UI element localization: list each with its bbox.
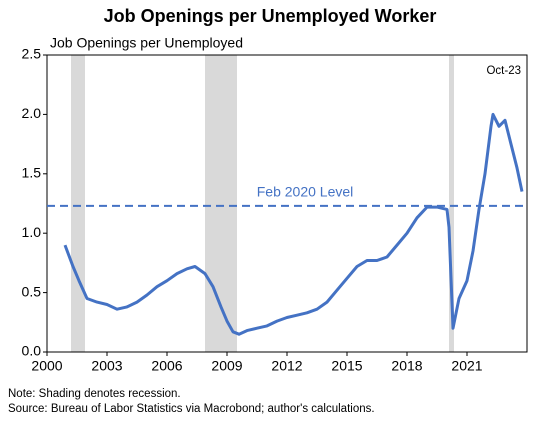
- annotation: Oct-23: [486, 65, 521, 77]
- x-tick-label: 2021: [451, 358, 482, 374]
- y-tick-label: 0.5: [22, 283, 42, 299]
- x-tick-label: 2006: [151, 358, 182, 374]
- x-tick-label: 2009: [211, 358, 242, 374]
- source: Source: Bureau of Labor Statistics via M…: [8, 403, 375, 415]
- x-tick-label: 2000: [31, 358, 62, 374]
- y-tick-label: 1.0: [22, 224, 42, 240]
- x-tick-label: 2003: [91, 358, 122, 374]
- x-tick-label: 2012: [271, 358, 302, 374]
- recession-shade: [71, 55, 85, 352]
- y-axis-label: Job Openings per Unemployed: [50, 35, 243, 51]
- recession-shade: [205, 55, 237, 352]
- note: Note: Shading denotes recession.: [8, 388, 181, 400]
- x-tick-label: 2015: [331, 358, 362, 374]
- x-tick-label: 2018: [391, 358, 422, 374]
- reference-label: Feb 2020 Level: [257, 184, 354, 200]
- y-tick-label: 2.5: [22, 46, 42, 62]
- y-tick-label: 0.0: [22, 343, 42, 359]
- data-line: [63, 112, 524, 336]
- chart-title: Job Openings per Unemployed Worker: [104, 6, 437, 26]
- recession-shade: [449, 55, 454, 352]
- y-tick-label: 2.0: [22, 105, 42, 121]
- y-tick-label: 1.5: [22, 165, 42, 181]
